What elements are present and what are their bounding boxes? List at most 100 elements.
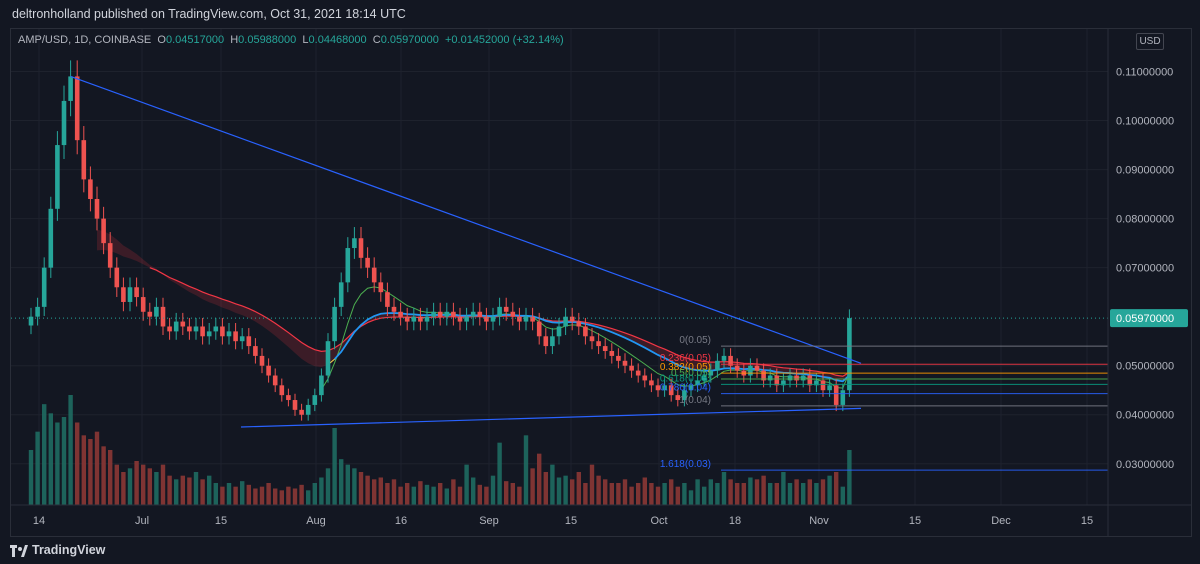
volume-bar [312,483,317,505]
time-tick-label: 14 [33,515,45,527]
candle-body [767,375,773,381]
volume-bar [319,477,324,505]
time-tick-label: 15 [1081,515,1093,527]
volume-bar [61,417,67,505]
candle-body [444,311,450,317]
candle-body [127,287,133,302]
candle-body [814,380,819,386]
volume-bar [444,488,449,505]
volume-bar [358,472,364,505]
candle-body [299,409,304,415]
ascending-trendline [240,407,862,428]
price-chart[interactable]: 0(0.05)0.236(0.05)0.382(0.05)0.5(0.05)0.… [11,29,1191,536]
candle-body [451,311,456,317]
candle-body [629,365,634,371]
candle-body [576,321,582,327]
candle-body [332,306,337,342]
candle-body [61,100,67,146]
volume-bar [787,483,793,505]
time-tick-label: 18 [729,515,741,527]
volume-bar [345,464,350,505]
volume-bar [411,486,416,505]
candle-body [754,365,760,371]
candle-body [266,365,271,376]
volume-bar [715,483,720,505]
descending-trendline [70,75,862,364]
candle-body [200,326,205,337]
volume-bar [675,486,680,505]
volume-bar [226,483,232,505]
volume-bar [583,483,588,505]
volume-bar [233,486,238,505]
open-value: 0.04517000 [165,34,225,46]
candle-body [253,346,258,356]
candle-body [550,336,555,347]
candle-body [352,238,357,249]
candle-body [781,380,786,386]
volume-bar [721,472,727,505]
volume-bar [391,479,397,505]
candle-body [682,390,687,401]
volume-bar [306,490,311,505]
volume-bar [94,431,100,505]
candle-body [418,316,423,322]
volume-bar [339,459,344,505]
candle-body [167,326,172,332]
candle-body [721,355,727,361]
candle-body [239,336,245,342]
volume-bar [609,483,614,505]
fib-level-label: 0.786(0.04) [660,383,711,394]
candle-body [147,311,153,317]
volume-bar [589,464,595,505]
volume-bar [405,483,410,505]
time-tick-label: Sep [479,515,499,527]
last-price-label: 0.05970000 [1116,313,1174,325]
price-tick-label: 0.07000000 [1116,263,1174,275]
volume-bar [735,483,740,505]
candle-body [345,248,351,283]
volume-bar [42,404,47,505]
volume-bar [418,481,423,505]
volume-bar [332,428,337,505]
candle-body [187,326,192,332]
candle-body [787,375,793,381]
candle-body [48,208,54,268]
candle-body [312,395,318,405]
currency-button[interactable]: USD [1136,33,1164,50]
candle-body [655,385,661,391]
candle-body [41,267,47,307]
chart-frame[interactable]: 0(0.05) 0.236(0.05) 0.382(0.05) 0.5(0.05) 0.… [10,28,1192,537]
volume-bar [141,464,146,505]
candle-body [662,385,667,391]
candle-body [833,385,839,405]
volume-bar [827,475,832,505]
candle-body [134,287,139,298]
volume-bar [180,475,185,505]
candle-body [378,282,384,293]
candle-body [800,375,806,381]
volume-bar [774,483,779,505]
candle-body [88,179,93,199]
candle-body [701,375,707,381]
candle-body [272,375,278,386]
candle-body [589,336,595,342]
volume-bar [240,481,245,505]
volume-bar [167,475,172,505]
volume-bar [603,479,608,505]
fib-level-label: 0.236(0.05) [660,353,711,364]
volume-bar [741,483,746,505]
fib-level-label: 0(0.05) [679,335,711,346]
candle-body [622,360,628,366]
candle-body [543,336,549,347]
volume-bar [325,468,331,505]
candle-body [616,355,621,361]
candle-body [583,326,588,337]
candle-body [431,311,436,317]
candle-body [55,145,60,209]
candle-body [74,76,80,141]
candle-body [68,76,73,101]
candle-body [457,316,463,322]
volume-bar [292,488,298,505]
volume-bar [616,483,621,505]
candle-body [121,287,126,302]
